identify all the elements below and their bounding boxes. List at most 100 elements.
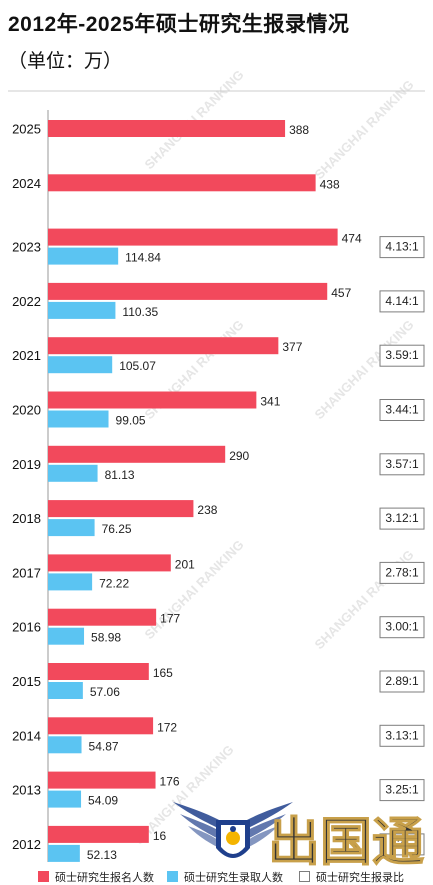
applicants-bar [48, 500, 194, 518]
admitted-value-label: 57.06 [90, 685, 120, 699]
year-tick-label: 2019 [12, 457, 41, 472]
watermark-text: SHANGHAI RANKING [142, 537, 247, 642]
ratio-label: 3.44:1 [385, 403, 419, 417]
ratio-box [379, 507, 425, 530]
applicants-bar [48, 120, 286, 137]
ratio-box [379, 833, 425, 856]
year-tick-label: 2020 [12, 403, 41, 418]
chart-legend: 硕士研究生报名人数 硕士研究生录取人数 硕士研究生报录比 [0, 866, 433, 885]
ratio-box [379, 779, 425, 802]
ratio-label: 4.14:1 [385, 294, 419, 308]
admitted-value-label: 72.22 [99, 576, 129, 590]
year-tick-label: 2018 [12, 511, 41, 526]
applicants-value-label: 201 [175, 557, 195, 571]
admitted-bar [48, 301, 116, 319]
year-tick-label: 2023 [12, 240, 41, 255]
legend-swatch-applicants [38, 871, 49, 882]
applicants-bar [48, 391, 257, 409]
year-tick-label: 2012 [12, 837, 41, 852]
admitted-value-label: 114.84 [125, 251, 161, 265]
applicants-bar [48, 663, 149, 680]
logo-text: 出国通 [268, 813, 424, 872]
legend-swatch-admitted [167, 871, 178, 882]
legend-label-admitted: 硕士研究生录取人数 [184, 872, 283, 884]
legend-item-ratio: 硕士研究生报录比 [299, 869, 404, 885]
applicants-value-label: 457 [331, 286, 351, 300]
applicants-bar [48, 445, 226, 463]
applicants-value-label: 177 [160, 612, 180, 626]
ratio-label: 3. [397, 837, 407, 851]
watermark-text: SHANGHAI RANKING [142, 67, 247, 172]
admitted-value-label: 58.98 [91, 631, 121, 645]
admitted-bar [48, 356, 113, 374]
admitted-bar [48, 627, 85, 645]
admitted-value-label: 76.25 [102, 522, 132, 536]
admitted-value-label: 110.35 [122, 305, 158, 319]
admitted-value-label: 54.09 [88, 794, 118, 808]
applicants-value-label: 377 [282, 340, 302, 354]
winged-emblem-icon [173, 802, 293, 858]
applicants-bar [48, 608, 157, 626]
applicants-bar [48, 174, 316, 192]
applicants-bar [48, 282, 328, 300]
ratio-label: 3.00:1 [385, 620, 419, 634]
applicants-value-label: 474 [342, 232, 362, 246]
year-tick-label: 2017 [12, 565, 41, 580]
ratio-label: 3.57:1 [385, 457, 419, 471]
ratio-box [379, 399, 425, 421]
ratio-box [379, 616, 425, 639]
ratio-box [379, 561, 425, 584]
year-tick-label: 2024 [12, 176, 41, 191]
applicants-value-label: 176 [160, 775, 180, 789]
ratio-label: 3.12:1 [385, 511, 419, 525]
legend-label-ratio: 硕士研究生报录比 [316, 872, 404, 884]
applicants-value-label: 238 [197, 503, 217, 517]
ratio-box [379, 453, 425, 476]
year-tick-label: 2013 [12, 783, 41, 798]
year-tick-label: 2016 [12, 620, 41, 635]
legend-swatch-ratio [299, 871, 310, 882]
applicants-value-label: 438 [320, 177, 340, 191]
ratio-box [379, 344, 425, 367]
chart-title: 2012年-2025年硕士研究生报录情况 [8, 13, 350, 36]
ratio-box [379, 290, 425, 313]
year-tick-label: 2015 [12, 674, 41, 689]
year-tick-label: 2022 [12, 294, 41, 309]
ratio-label: 3.13:1 [385, 728, 419, 742]
legend-item-admitted: 硕士研究生录取人数 [167, 869, 283, 885]
ratio-label: 3.25:1 [385, 783, 419, 797]
ratio-box [379, 236, 425, 259]
admitted-bar [48, 736, 82, 754]
admitted-bar [48, 844, 80, 862]
ratio-label: 2.89:1 [385, 674, 419, 688]
ratio-box [379, 724, 425, 747]
admitted-bar [48, 464, 98, 482]
applicants-bar [48, 771, 156, 789]
applicants-bar [48, 825, 149, 843]
applicants-bar [48, 337, 279, 355]
applicants-value-label: 341 [260, 395, 280, 409]
year-tick-label: 2014 [12, 728, 41, 743]
admitted-bar [48, 410, 109, 428]
ratio-label: 3.59:1 [385, 348, 419, 362]
admitted-value-label: 105.07 [119, 359, 156, 373]
applicants-bar [48, 717, 154, 735]
year-tick-label: 2025 [12, 122, 41, 137]
applicants-value-label: 290 [229, 449, 249, 463]
applicants-value-label: 388 [289, 123, 309, 137]
applicants-bar [48, 228, 338, 246]
applicants-value-label: 172 [157, 720, 177, 734]
admitted-value-label: 81.13 [105, 468, 135, 482]
applicants-bar [48, 554, 171, 572]
chuguotong-logo: 出国通 [173, 802, 425, 872]
year-tick-label: 2021 [12, 348, 41, 363]
admitted-bar [48, 247, 119, 265]
ratio-box [379, 670, 425, 693]
applicants-value-label: 16 [153, 829, 167, 843]
chart-unit-label: （单位：万） [8, 51, 123, 72]
admitted-bar [48, 790, 82, 808]
legend-label-applicants: 硕士研究生报名人数 [55, 872, 154, 884]
ratio-label: 4.13:1 [385, 240, 419, 254]
admitted-bar [48, 682, 83, 699]
